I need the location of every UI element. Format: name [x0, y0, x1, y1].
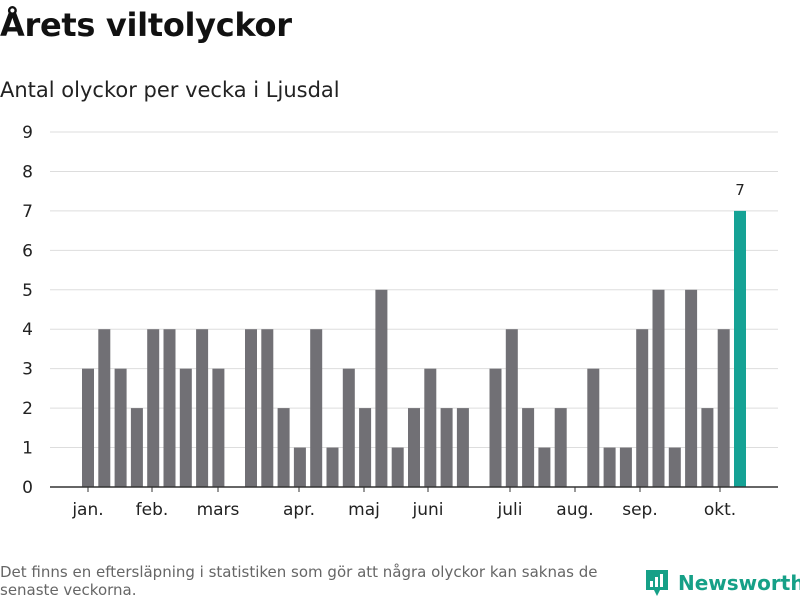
bar [619, 447, 632, 487]
bar [668, 447, 681, 487]
newsworthy-logo-icon [646, 570, 668, 596]
x-tick-label: jan. [71, 500, 103, 520]
bar [440, 408, 453, 487]
bar [196, 329, 209, 487]
brand-name: Newsworthy [678, 571, 800, 595]
x-tick-label: aug. [556, 500, 593, 520]
y-tick-label: 5 [22, 281, 33, 301]
x-tick-label: juni [412, 500, 444, 520]
bar [456, 408, 469, 487]
footnote: Det finns en eftersläpning i statistiken… [0, 563, 598, 599]
chart-subtitle: Antal olyckor per vecka i Ljusdal [0, 78, 340, 102]
bar [359, 408, 372, 487]
bar [652, 289, 665, 487]
chart-title: Årets viltolyckor [0, 6, 292, 44]
bar [505, 329, 518, 487]
bar [326, 447, 339, 487]
x-tick-label: juli [497, 500, 523, 520]
bar [587, 368, 600, 487]
bar [212, 368, 225, 487]
bar [603, 447, 616, 487]
bar [163, 329, 176, 487]
bar [408, 408, 420, 487]
y-tick-label: 9 [22, 123, 33, 143]
bar [293, 447, 306, 487]
x-tick-label: maj [348, 500, 380, 520]
y-tick-label: 4 [22, 320, 33, 340]
bar [147, 329, 160, 487]
bar [342, 368, 355, 487]
bar [424, 368, 437, 487]
bar [130, 408, 143, 487]
bar [489, 368, 502, 487]
x-tick-label: apr. [283, 500, 315, 520]
newsworthy-logo[interactable]: Newsworthy [644, 568, 800, 598]
bar [98, 329, 111, 487]
bar [391, 447, 404, 487]
y-tick-label: 7 [22, 202, 33, 222]
y-tick-label: 8 [22, 162, 33, 182]
bar [685, 289, 698, 487]
x-tick-label: okt. [704, 500, 736, 520]
bar [179, 368, 192, 487]
x-tick-label: mars [197, 500, 240, 520]
bar [717, 329, 730, 487]
bar [554, 408, 567, 487]
bar [636, 329, 649, 487]
bar [277, 408, 290, 487]
bar [538, 447, 551, 487]
bar [114, 368, 127, 487]
y-tick-label: 2 [22, 399, 33, 419]
bar [375, 289, 388, 487]
x-tick-label: sep. [622, 500, 658, 520]
y-tick-label: 1 [22, 439, 33, 459]
y-tick-label: 3 [22, 360, 33, 380]
bar [261, 329, 274, 487]
bar [310, 329, 323, 487]
bar-chart: 0 1 2 3 4 5 6 7 8 9 7 jan. feb. mars apr. maj juni juli au… [22, 123, 778, 520]
data-label: 7 [735, 181, 745, 199]
bar [245, 329, 257, 487]
bar [522, 408, 535, 487]
x-tick-label: feb. [136, 500, 169, 520]
y-tick-label: 0 [22, 478, 33, 498]
y-tick-label: 6 [22, 241, 33, 261]
bar [701, 408, 714, 487]
bar [82, 368, 94, 487]
highlight-bar [734, 210, 746, 487]
